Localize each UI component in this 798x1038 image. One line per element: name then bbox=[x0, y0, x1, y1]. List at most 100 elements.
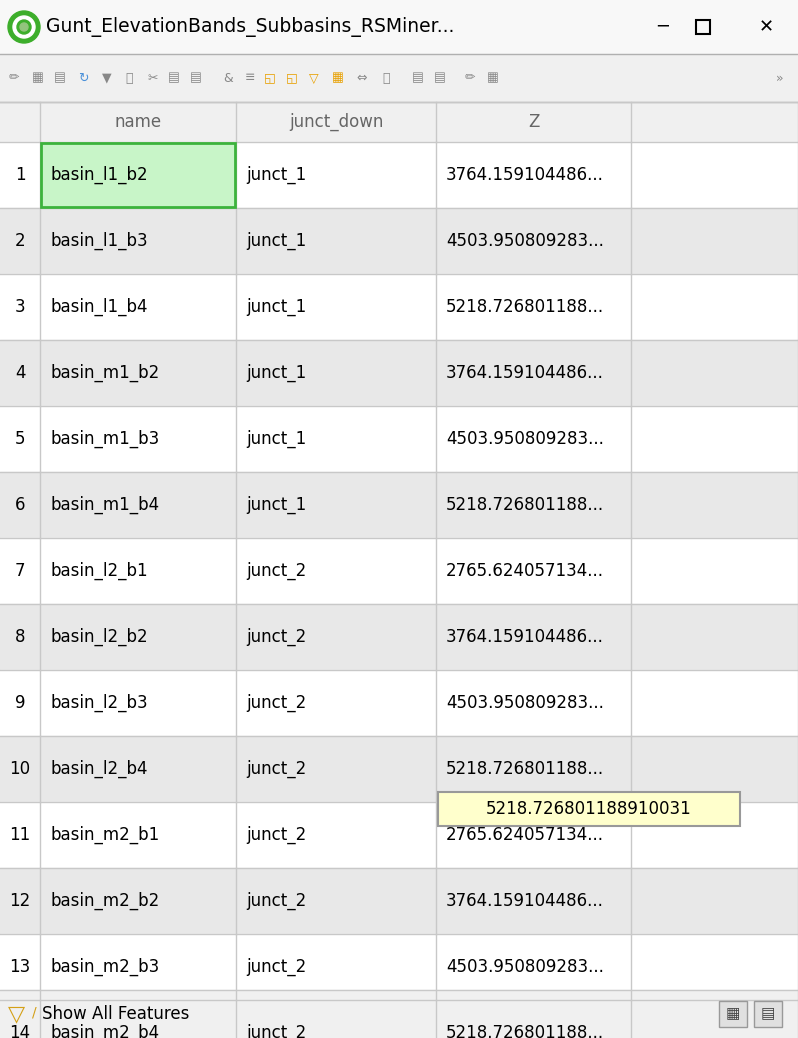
Text: ▤: ▤ bbox=[412, 72, 424, 84]
Text: 2: 2 bbox=[14, 233, 26, 250]
Text: junct_1: junct_1 bbox=[246, 430, 306, 448]
Text: basin_m2_b4: basin_m2_b4 bbox=[50, 1023, 159, 1038]
Bar bbox=[438, 792, 740, 826]
Text: name: name bbox=[114, 113, 161, 131]
Text: ◱: ◱ bbox=[286, 72, 298, 84]
Text: ≡: ≡ bbox=[245, 72, 255, 84]
Text: 13: 13 bbox=[10, 958, 30, 976]
Text: 4503.950809283...: 4503.950809283... bbox=[446, 694, 604, 712]
Text: ✕: ✕ bbox=[758, 18, 773, 36]
Text: 3764.159104486...: 3764.159104486... bbox=[446, 892, 604, 910]
Text: 6: 6 bbox=[14, 496, 26, 514]
Text: basin_l2_b3: basin_l2_b3 bbox=[50, 693, 148, 712]
Text: ✏: ✏ bbox=[464, 72, 476, 84]
Text: junct_1: junct_1 bbox=[246, 298, 306, 317]
Text: ✂: ✂ bbox=[148, 72, 158, 84]
Text: 1: 1 bbox=[14, 166, 26, 184]
Text: junct_1: junct_1 bbox=[246, 166, 306, 184]
Text: basin_l2_b4: basin_l2_b4 bbox=[50, 760, 148, 778]
Text: Show All Features: Show All Features bbox=[42, 1005, 189, 1023]
Text: ▦: ▦ bbox=[332, 72, 344, 84]
Text: junct_2: junct_2 bbox=[246, 693, 306, 712]
Text: 4503.950809283...: 4503.950809283... bbox=[446, 430, 604, 448]
Bar bbox=[0, 274, 798, 340]
Text: ▦: ▦ bbox=[487, 72, 499, 84]
Bar bbox=[754, 1001, 782, 1027]
Text: ▼: ▼ bbox=[102, 72, 112, 84]
Circle shape bbox=[13, 16, 35, 38]
Circle shape bbox=[8, 11, 40, 43]
Text: 🗑: 🗑 bbox=[125, 72, 132, 84]
Text: /: / bbox=[32, 1005, 37, 1019]
Text: ↻: ↻ bbox=[77, 72, 89, 84]
Bar bbox=[0, 0, 798, 54]
Text: junct_2: junct_2 bbox=[246, 826, 306, 844]
Text: 2765.624057134...: 2765.624057134... bbox=[446, 826, 604, 844]
Text: basin_l1_b4: basin_l1_b4 bbox=[50, 298, 148, 317]
Text: basin_l2_b1: basin_l2_b1 bbox=[50, 562, 148, 580]
Bar bbox=[696, 20, 710, 34]
Text: ─: ─ bbox=[658, 18, 669, 36]
Bar bbox=[0, 406, 798, 472]
Text: Gunt_ElevationBands_Subbasins_RSMiner...: Gunt_ElevationBands_Subbasins_RSMiner... bbox=[46, 17, 454, 37]
Text: junct_2: junct_2 bbox=[246, 1023, 306, 1038]
Bar bbox=[0, 868, 798, 934]
Text: 5218.726801188...: 5218.726801188... bbox=[446, 1025, 604, 1038]
Text: ▦: ▦ bbox=[726, 1007, 741, 1021]
Text: basin_m1_b3: basin_m1_b3 bbox=[50, 430, 160, 448]
Bar bbox=[0, 736, 798, 802]
Text: 5218.726801188...: 5218.726801188... bbox=[446, 298, 604, 316]
Bar bbox=[0, 54, 798, 102]
Text: junct_2: junct_2 bbox=[246, 892, 306, 910]
Text: junct_1: junct_1 bbox=[246, 496, 306, 514]
Text: junct_down: junct_down bbox=[289, 113, 383, 131]
Text: 🔍: 🔍 bbox=[382, 72, 389, 84]
Text: junct_1: junct_1 bbox=[246, 231, 306, 250]
Text: &: & bbox=[223, 72, 233, 84]
Text: 5218.726801188...: 5218.726801188... bbox=[446, 496, 604, 514]
Text: ✏: ✏ bbox=[9, 72, 19, 84]
Text: 2765.624057134...: 2765.624057134... bbox=[446, 562, 604, 580]
Circle shape bbox=[20, 23, 28, 31]
Text: junct_2: junct_2 bbox=[246, 628, 306, 646]
Text: 4503.950809283...: 4503.950809283... bbox=[446, 233, 604, 250]
Text: ▤: ▤ bbox=[168, 72, 180, 84]
Bar bbox=[0, 802, 798, 868]
Bar bbox=[0, 102, 798, 142]
Text: 7: 7 bbox=[14, 562, 26, 580]
Text: ◱: ◱ bbox=[264, 72, 276, 84]
Text: ▽: ▽ bbox=[7, 1004, 25, 1025]
Text: basin_l2_b2: basin_l2_b2 bbox=[50, 628, 148, 646]
Text: junct_2: junct_2 bbox=[246, 760, 306, 778]
Text: ▤: ▤ bbox=[760, 1007, 775, 1021]
Text: 8: 8 bbox=[14, 628, 26, 646]
Text: 5: 5 bbox=[14, 430, 26, 448]
Text: 3764.159104486...: 3764.159104486... bbox=[446, 166, 604, 184]
Text: basin_m2_b2: basin_m2_b2 bbox=[50, 892, 160, 910]
Text: ▤: ▤ bbox=[434, 72, 446, 84]
Text: 3764.159104486...: 3764.159104486... bbox=[446, 628, 604, 646]
Bar bbox=[0, 142, 798, 208]
Bar bbox=[0, 1000, 798, 1038]
Bar bbox=[0, 538, 798, 604]
Text: basin_l1_b2: basin_l1_b2 bbox=[50, 166, 148, 184]
Text: basin_m2_b1: basin_m2_b1 bbox=[50, 826, 160, 844]
Bar bbox=[0, 340, 798, 406]
Text: junct_1: junct_1 bbox=[246, 364, 306, 382]
Text: 11: 11 bbox=[10, 826, 30, 844]
Bar bbox=[41, 143, 235, 207]
Text: »: » bbox=[776, 72, 784, 84]
Text: junct_2: junct_2 bbox=[246, 562, 306, 580]
Text: ▦: ▦ bbox=[32, 72, 44, 84]
Bar bbox=[0, 208, 798, 274]
Text: 5218.726801188910031: 5218.726801188910031 bbox=[486, 800, 692, 818]
Text: basin_m2_b3: basin_m2_b3 bbox=[50, 958, 160, 976]
Text: junct_2: junct_2 bbox=[246, 958, 306, 976]
Text: basin_m1_b2: basin_m1_b2 bbox=[50, 364, 160, 382]
Text: 14: 14 bbox=[10, 1025, 30, 1038]
Text: ▽: ▽ bbox=[309, 72, 319, 84]
Text: Z: Z bbox=[527, 113, 539, 131]
Bar bbox=[0, 604, 798, 670]
Text: 3764.159104486...: 3764.159104486... bbox=[446, 364, 604, 382]
Text: 5218.726801188...: 5218.726801188... bbox=[446, 760, 604, 778]
